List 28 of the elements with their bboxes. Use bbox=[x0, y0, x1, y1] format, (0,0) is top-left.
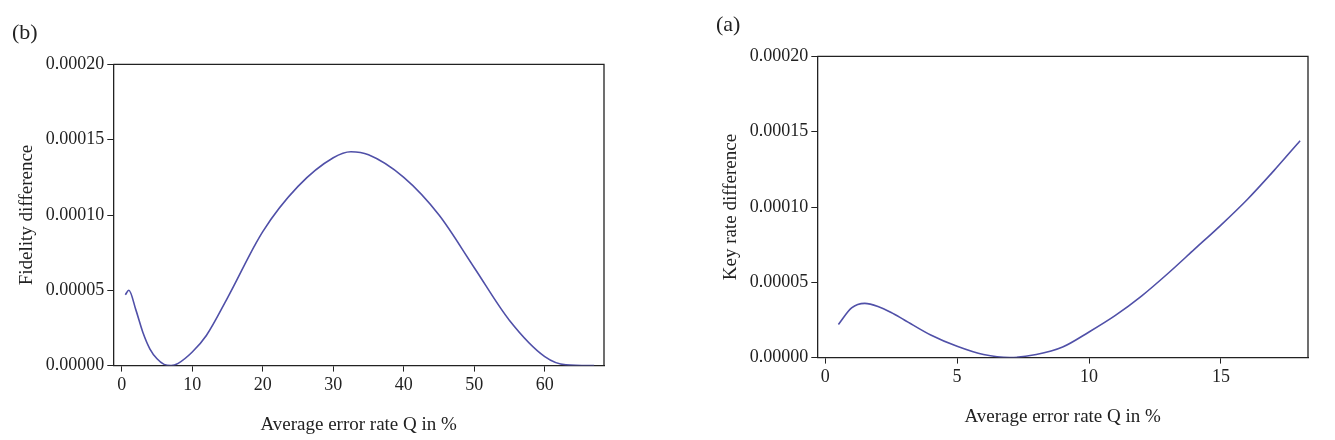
x-tick-label: 15 bbox=[1211, 366, 1230, 387]
line-series bbox=[837, 139, 1301, 358]
x-tick-label: 20 bbox=[253, 374, 272, 395]
y-tick-label: 0.00010 bbox=[749, 195, 809, 216]
y-tick-label: 0.00020 bbox=[749, 45, 809, 66]
y-tick-label: 0.00000 bbox=[749, 346, 809, 367]
x-axis-title: Average error rate Q in % bbox=[260, 412, 458, 434]
y-tick-label: 0.00015 bbox=[45, 128, 105, 149]
x-tick-label: 10 bbox=[183, 374, 202, 395]
chart-title: (b) bbox=[12, 18, 38, 44]
x-tick-label: 60 bbox=[535, 374, 554, 395]
x-tick-label: 50 bbox=[465, 374, 484, 395]
x-tick-label: 10 bbox=[1080, 366, 1099, 387]
y-tick-label: 0.00020 bbox=[45, 53, 105, 74]
y-axis-title: Fidelity difference bbox=[15, 144, 37, 286]
x-tick-label: 0 bbox=[820, 366, 830, 387]
chart-title: (a) bbox=[716, 10, 741, 36]
x-tick-label: 30 bbox=[324, 374, 343, 395]
x-tick-label: 40 bbox=[394, 374, 413, 395]
y-axis-title: Key rate difference bbox=[719, 133, 741, 281]
x-axis-title: Average error rate Q in % bbox=[964, 404, 1162, 426]
y-tick-label: 0.00005 bbox=[749, 271, 809, 292]
y-tick-label: 0.00005 bbox=[45, 279, 105, 300]
y-tick-label: 0.00010 bbox=[45, 203, 105, 224]
y-tick-label: 0.00015 bbox=[749, 120, 809, 141]
y-tick-label: 0.00000 bbox=[45, 354, 105, 375]
x-tick-label: 5 bbox=[952, 366, 962, 387]
x-tick-label: 0 bbox=[117, 374, 127, 395]
